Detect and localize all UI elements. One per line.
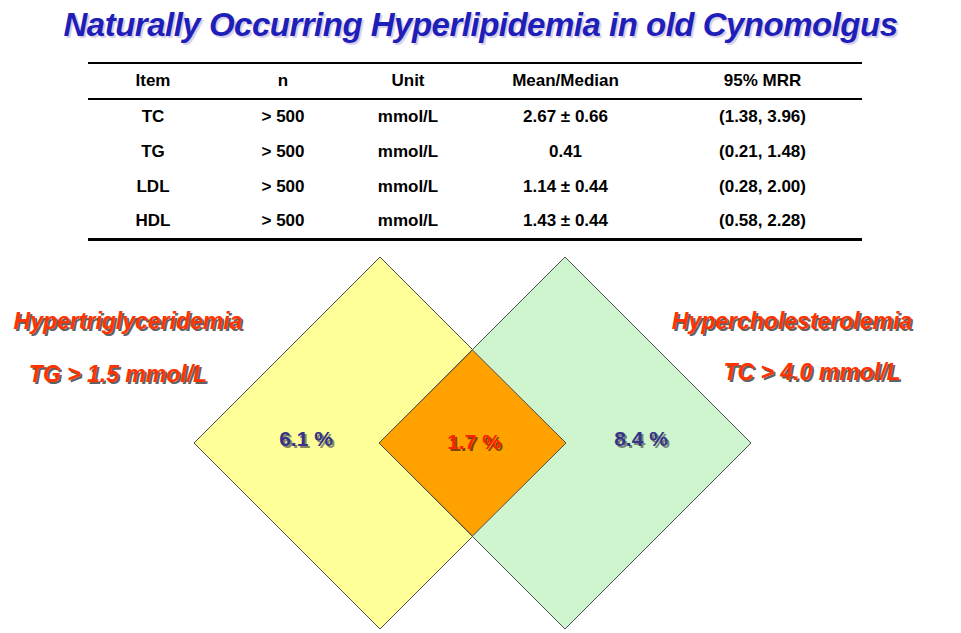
right-set-criterion: TC > 4.0 mmol/L [710,359,914,386]
slide: Naturally Occurring Hyperlipidemia in ol… [0,0,961,633]
header-cell-unit: Unit [348,63,468,99]
left-set-percentage: 6.1 % [251,427,361,451]
table-row: TC > 500 mmol/L 2.67 ± 0.66 (1.38, 3.96) [88,99,862,134]
table-header-row: Item n Unit Mean/Median 95% MRR [88,63,862,99]
table-cell: TG [88,134,218,169]
table-cell: 1.43 ± 0.44 [468,204,663,239]
table-cell: HDL [88,204,218,239]
table-cell: (1.38, 3.96) [663,99,862,134]
table-cell: > 500 [218,169,348,204]
table-cell: mmol/L [348,99,468,134]
table-cell: > 500 [218,134,348,169]
table-row: HDL > 500 mmol/L 1.43 ± 0.44 (0.58, 2.28… [88,204,862,239]
table-cell: LDL [88,169,218,204]
table-cell: TC [88,99,218,134]
table-cell: 2.67 ± 0.66 [468,99,663,134]
right-set-percentage: 8.4 % [586,427,696,451]
table-cell: (0.21, 1.48) [663,134,862,169]
table-cell: mmol/L [348,204,468,239]
overlap-percentage: 1.7 % [419,430,529,454]
table-row: TG > 500 mmol/L 0.41 (0.21, 1.48) [88,134,862,169]
table-cell: > 500 [218,99,348,134]
right-set-title: Hypercholesterolemia [648,308,936,335]
table-row: LDL > 500 mmol/L 1.14 ± 0.44 (0.28, 2.00… [88,169,862,204]
table-cell: (0.28, 2.00) [663,169,862,204]
header-cell-95-mrr: 95% MRR [663,63,862,99]
left-set-criterion: TG > 1.5 mmol/L [12,361,224,388]
header-cell-item: Item [88,63,218,99]
header-cell-mean-median: Mean/Median [468,63,663,99]
table-cell: mmol/L [348,134,468,169]
left-set-title: Hypertriglyceridemia [4,308,252,335]
table-cell: 1.14 ± 0.44 [468,169,663,204]
table-cell: mmol/L [348,169,468,204]
table-cell: (0.58, 2.28) [663,204,862,239]
table-cell: > 500 [218,204,348,239]
lipid-stats-table: Item n Unit Mean/Median 95% MRR TC > 500… [88,62,862,241]
table-cell: 0.41 [468,134,663,169]
header-cell-n: n [218,63,348,99]
